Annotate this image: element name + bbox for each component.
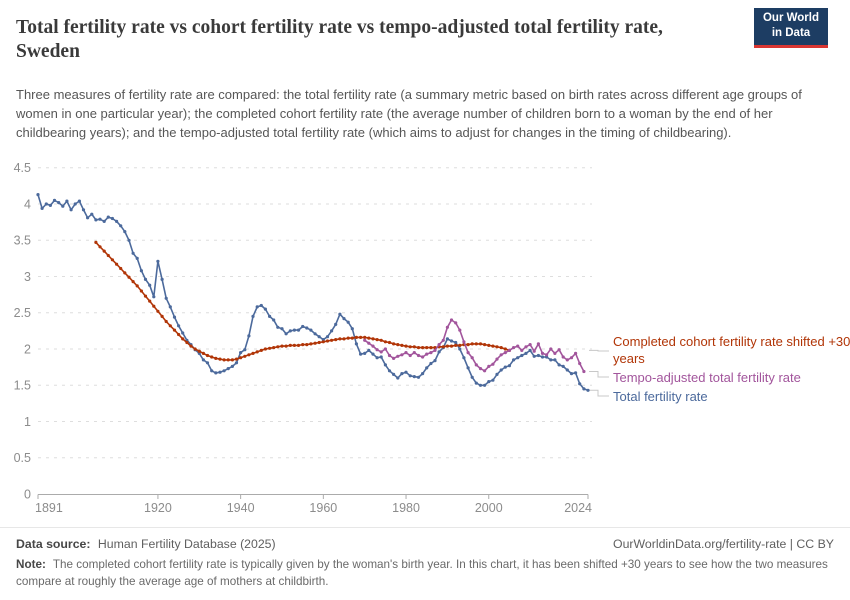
svg-text:1940: 1940 [227,501,255,515]
legend-label-cohort-shifted[interactable]: Completed cohort fertility rate shifted … [613,334,850,366]
owid-logo-line2: in Data [771,26,811,39]
svg-text:2: 2 [24,342,31,356]
svg-text:1920: 1920 [144,501,172,515]
svg-text:3: 3 [24,270,31,284]
owid-logo-line1: Our World [762,12,819,24]
svg-text:1.5: 1.5 [14,379,31,393]
svg-text:4: 4 [24,197,31,211]
chart-header: Total fertility rate vs cohort fertility… [16,8,834,142]
svg-text:1891: 1891 [35,501,63,515]
legend-label-tempo-adjusted[interactable]: Tempo-adjusted total fertility rate [613,370,801,385]
svg-text:2.5: 2.5 [14,306,31,320]
svg-text:3.5: 3.5 [14,234,31,248]
owid-url-link[interactable]: OurWorldinData.org/fertility-rate | CC B… [613,537,834,551]
data-source-label: Data source: [16,537,91,551]
data-source: Data source: Human Fertility Database (2… [16,537,276,551]
note-label: Note: [16,558,46,571]
page-title: Total fertility rate vs cohort fertility… [16,17,663,63]
chart-subtitle: Three measures of fertility rate are com… [16,86,802,140]
svg-text:0: 0 [24,487,31,501]
owid-logo[interactable]: Our World in Data [754,8,828,48]
svg-text:1960: 1960 [309,501,337,515]
svg-text:1980: 1980 [392,501,420,515]
note-value: The completed cohort fertility rate is t… [16,558,828,588]
data-source-value: Human Fertility Database (2025) [97,537,276,551]
svg-text:4.5: 4.5 [14,161,31,175]
svg-text:1: 1 [24,415,31,429]
chart-footer: Data source: Human Fertility Database (2… [0,527,850,600]
chart-note: Note: The completed cohort fertility rat… [16,557,834,590]
svg-text:0.5: 0.5 [14,451,31,465]
svg-text:2024: 2024 [564,501,592,515]
legend-label-total-fertility[interactable]: Total fertility rate [613,389,708,404]
svg-text:2000: 2000 [475,501,503,515]
